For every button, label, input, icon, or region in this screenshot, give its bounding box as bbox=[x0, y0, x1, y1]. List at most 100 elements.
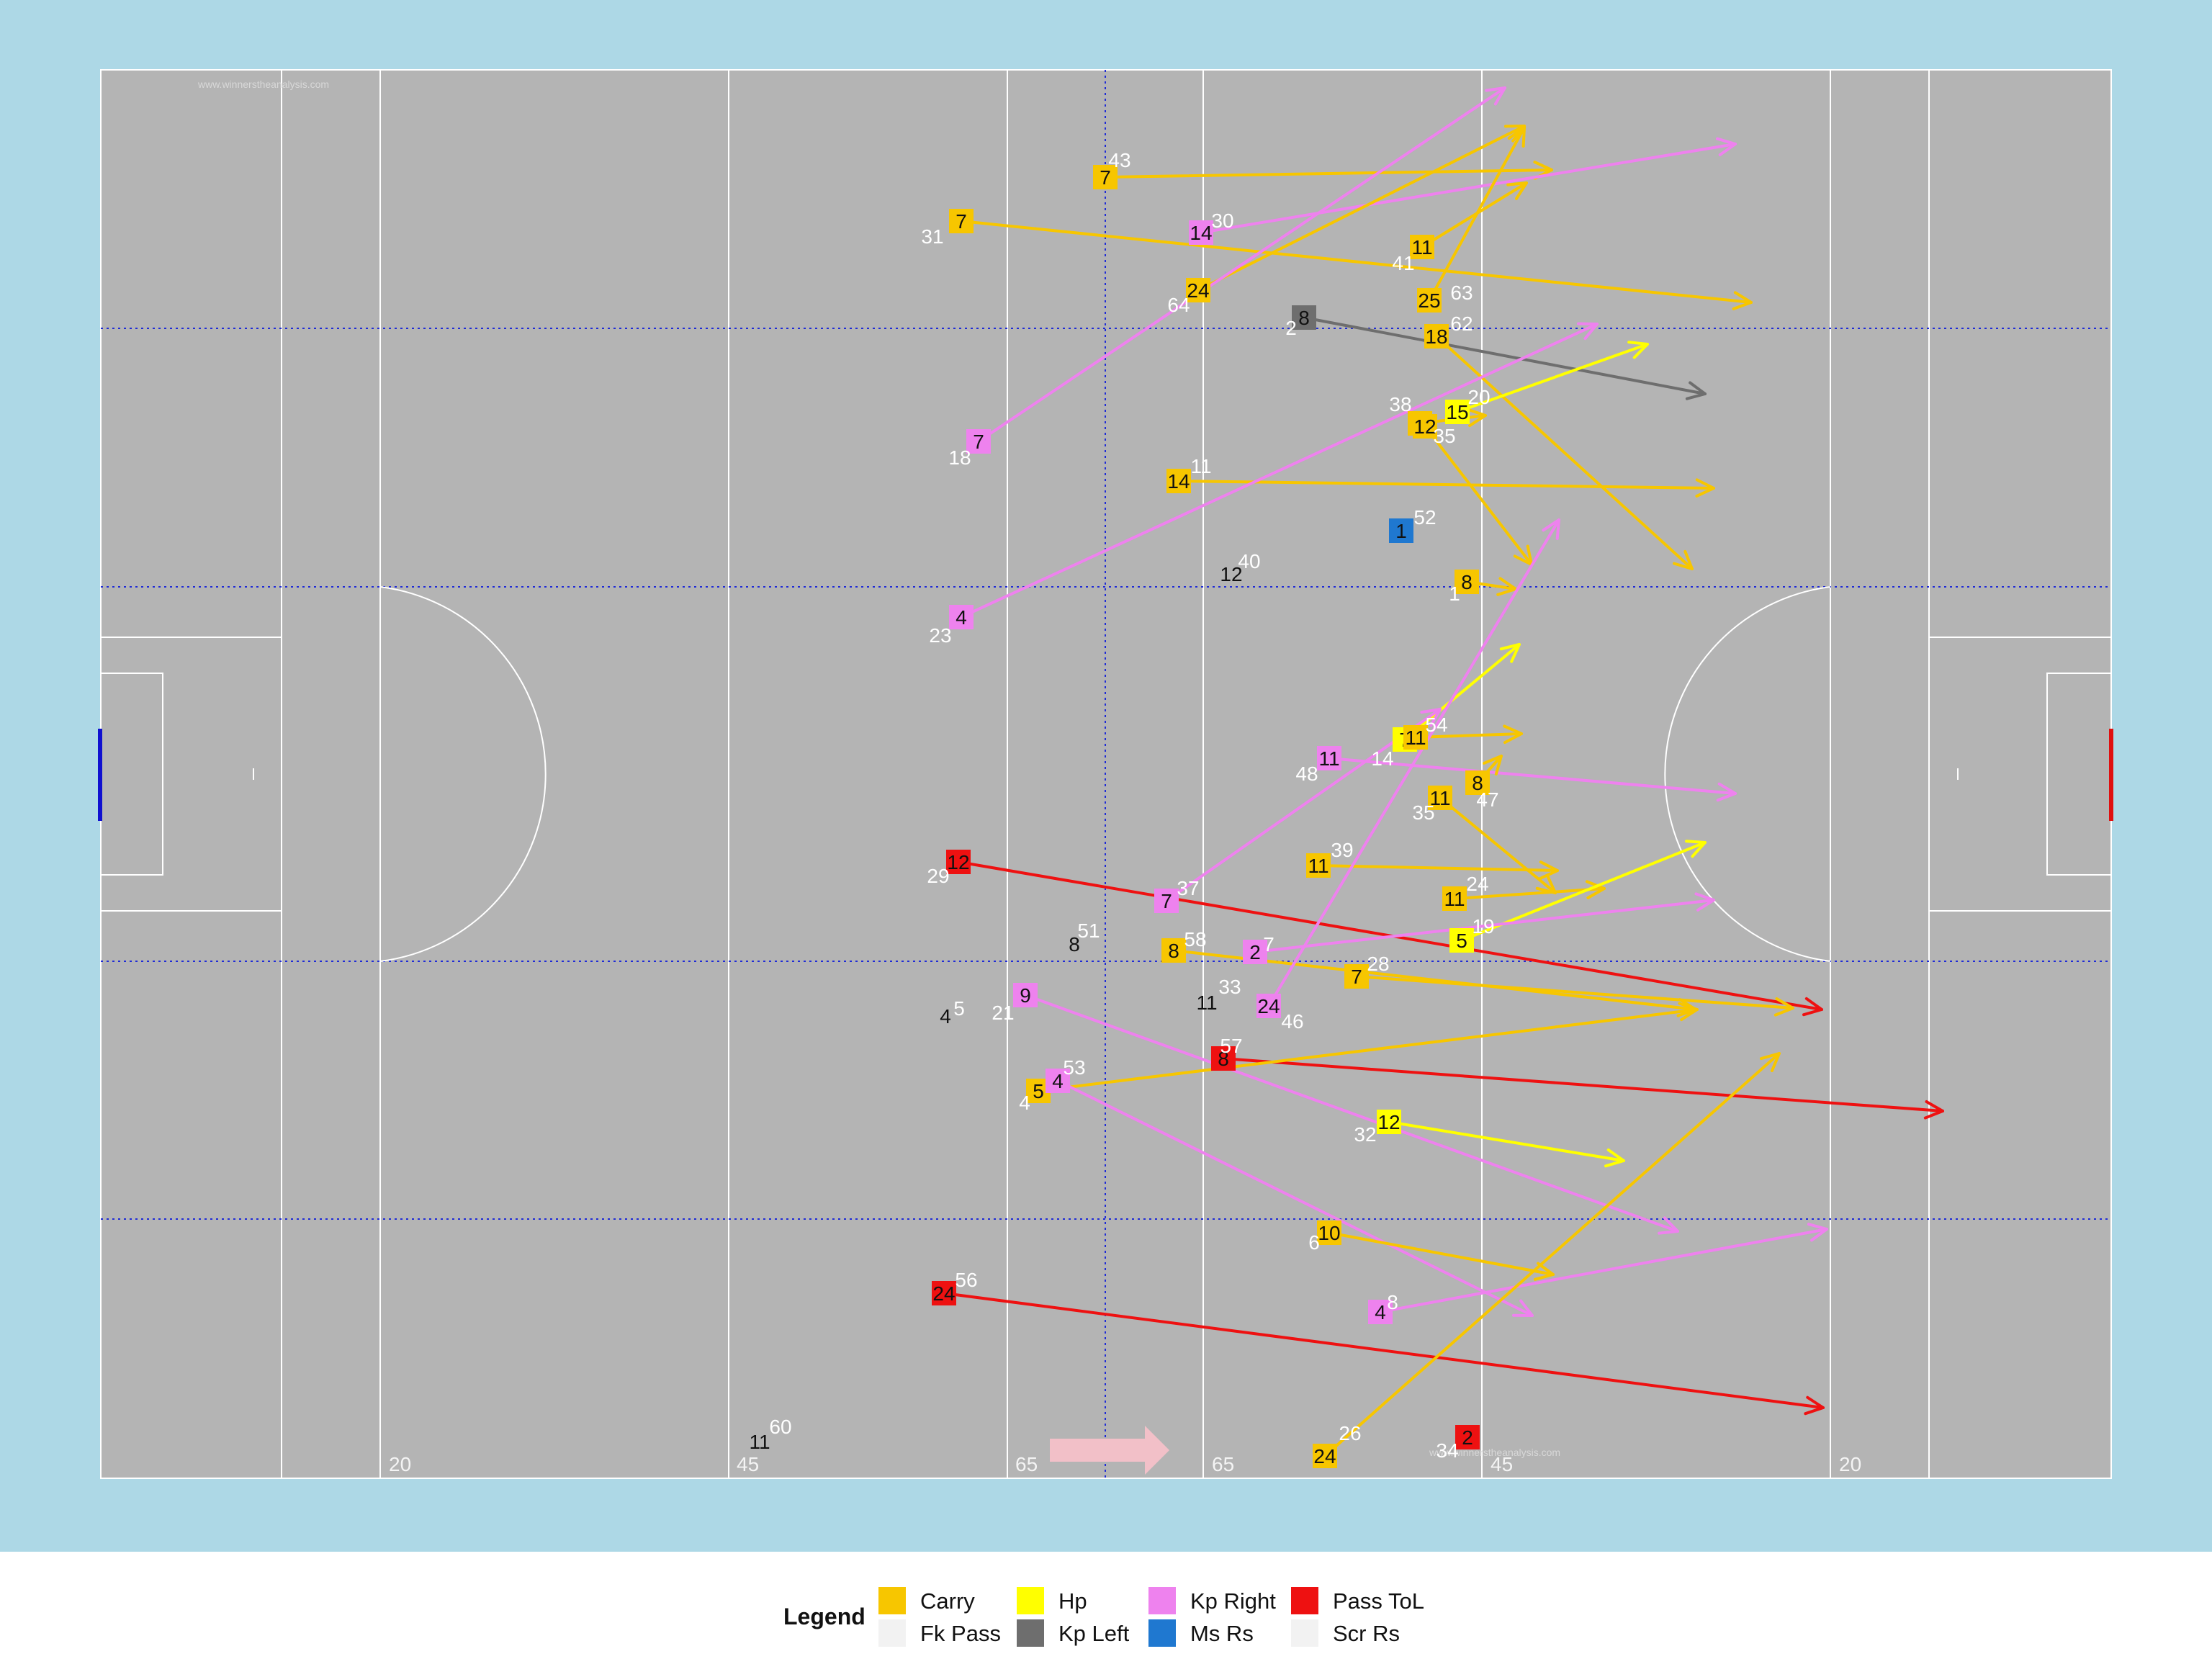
left-arc bbox=[379, 586, 547, 962]
event-square bbox=[1317, 1220, 1341, 1245]
home-goal bbox=[98, 729, 102, 821]
arrowhead bbox=[1482, 755, 1503, 775]
event-arrow bbox=[1421, 181, 1528, 248]
arrowhead bbox=[1673, 549, 1694, 570]
legend-label: Fk Pass bbox=[920, 1621, 1001, 1646]
event-square bbox=[1455, 1425, 1480, 1449]
arrowhead bbox=[1678, 1002, 1699, 1022]
player-number: 11 bbox=[1308, 855, 1328, 877]
arrowhead bbox=[1503, 724, 1523, 745]
event-marker: 423 bbox=[929, 605, 974, 647]
event-marker: 743 bbox=[1093, 149, 1131, 189]
event-minute: 5 bbox=[953, 997, 965, 1020]
event-minute: 58 bbox=[1184, 928, 1206, 950]
event-minute: 47 bbox=[1476, 788, 1498, 811]
pitch-layer: www.winnerstheanalysis.comwww.winnersthe… bbox=[98, 69, 2113, 1479]
player-number: 8 bbox=[1472, 772, 1483, 794]
player-number: 4 bbox=[1375, 1301, 1386, 1323]
event-arrow bbox=[1323, 1052, 1781, 1457]
event-marker: 234 bbox=[1436, 1425, 1480, 1462]
event-arrow bbox=[1414, 732, 1523, 739]
player-number: 14 bbox=[1167, 470, 1190, 493]
event-minute: 56 bbox=[955, 1269, 977, 1291]
legend-label: Hp bbox=[1058, 1588, 1087, 1614]
event-square bbox=[1189, 220, 1213, 245]
event-square bbox=[946, 850, 971, 874]
event-marker: 847 bbox=[1465, 770, 1499, 811]
player-number: 11 bbox=[1444, 888, 1465, 910]
arrowhead bbox=[1466, 408, 1487, 428]
event-arrow bbox=[1024, 994, 1679, 1233]
player-number: 11 bbox=[1318, 747, 1339, 770]
legend-swatch bbox=[1148, 1587, 1176, 1614]
event-arrow bbox=[1456, 343, 1649, 413]
arrowhead bbox=[1807, 1223, 1828, 1242]
event-minute: 32 bbox=[1354, 1123, 1376, 1146]
player-number: 11 bbox=[1411, 236, 1432, 258]
event-arrow bbox=[1254, 899, 1715, 953]
arrowhead bbox=[1773, 997, 1794, 1017]
event-square bbox=[949, 209, 974, 233]
event-square bbox=[1166, 469, 1191, 493]
arrowhead bbox=[1732, 291, 1753, 310]
event-arrow bbox=[1435, 335, 1694, 570]
player-number: 12 bbox=[947, 851, 969, 873]
player-number: 5 bbox=[1033, 1080, 1044, 1102]
legend-title: Legend bbox=[783, 1604, 866, 1629]
event-marker: 728 bbox=[1344, 953, 1390, 989]
event-square bbox=[1449, 928, 1474, 953]
event-arrow bbox=[960, 220, 1753, 304]
arrowhead bbox=[1685, 381, 1707, 400]
event-minute: 64 bbox=[1167, 294, 1190, 316]
player-number: 14 bbox=[1190, 222, 1212, 244]
event-minute: 7 bbox=[1263, 933, 1274, 956]
legend-swatch bbox=[878, 1587, 906, 1614]
event-minute: 28 bbox=[1367, 953, 1389, 975]
event-square bbox=[966, 429, 991, 454]
distance-marker: 65 bbox=[1015, 1453, 1038, 1475]
player-number: 24 bbox=[1313, 1445, 1336, 1467]
player-number: 8 bbox=[1461, 571, 1473, 593]
legend-swatch bbox=[1291, 1587, 1318, 1614]
player-number: 5 bbox=[1456, 930, 1467, 952]
arrowhead bbox=[1539, 860, 1559, 880]
legend-label: Pass ToL bbox=[1333, 1588, 1424, 1614]
distance-marker: 45 bbox=[737, 1453, 759, 1475]
event-minute: 6 bbox=[1308, 1231, 1320, 1254]
legend-swatch bbox=[1291, 1619, 1318, 1647]
legend-background bbox=[0, 1552, 2212, 1659]
right-arc bbox=[1664, 586, 1831, 962]
legend-swatch bbox=[878, 1619, 906, 1647]
player-number: 10 bbox=[1318, 1222, 1340, 1244]
arrowhead bbox=[1533, 1262, 1555, 1281]
player-number: 2 bbox=[1249, 941, 1261, 963]
event-marker: 9 21 bbox=[992, 983, 1038, 1024]
player-number: 2 bbox=[1462, 1426, 1473, 1449]
event-minute: 24 bbox=[1466, 873, 1488, 895]
event-marker: 858 bbox=[1161, 928, 1207, 963]
event-minute: 21 bbox=[992, 1002, 1014, 1024]
event-arrow bbox=[1104, 168, 1553, 179]
event-minute: 41 bbox=[1392, 252, 1414, 274]
event-arrow bbox=[1428, 126, 1526, 302]
player-number: 4 bbox=[1052, 1070, 1064, 1092]
event-square bbox=[1389, 518, 1413, 543]
event-arrow bbox=[943, 1292, 1825, 1409]
event-arrow bbox=[977, 86, 1506, 443]
arrowhead bbox=[1759, 1052, 1781, 1072]
player-number: 7 bbox=[1161, 890, 1172, 912]
event-arrow bbox=[1267, 518, 1560, 1007]
event-arrow bbox=[1328, 757, 1737, 795]
player-number: 24 bbox=[1257, 995, 1280, 1017]
event-arrow bbox=[1328, 1231, 1555, 1276]
